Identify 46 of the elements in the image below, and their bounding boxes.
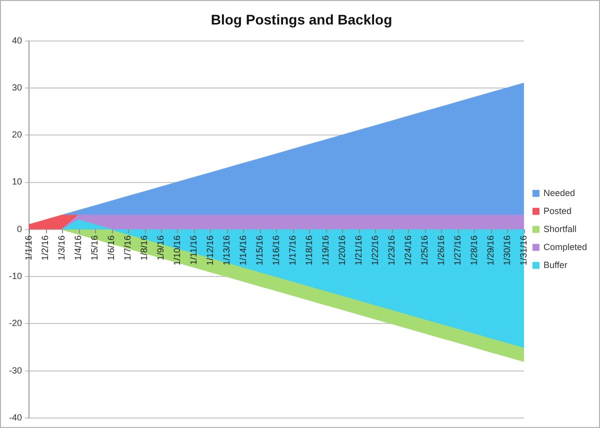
x-tick-label: 1/3/16	[56, 235, 66, 260]
y-tick-label: -30	[8, 365, 22, 376]
legend-label: Completed	[543, 242, 588, 252]
x-tick-label: 1/22/16	[370, 235, 380, 266]
x-tick-label: 1/19/16	[320, 235, 330, 266]
x-tick-label: 1/31/16	[518, 235, 528, 266]
x-tick-label: 1/11/16	[188, 235, 198, 265]
x-tick-label: 1/25/16	[419, 235, 430, 266]
x-tick-label: 1/8/16	[138, 235, 149, 260]
x-tick-label: 1/21/16	[353, 235, 364, 266]
x-tick-label: 1/9/16	[155, 235, 166, 260]
legend-label: Shortfall	[543, 224, 577, 234]
x-tick-label: 1/14/16	[238, 235, 248, 266]
y-tick-label: 0	[16, 224, 22, 234]
x-tick-label: 1/2/16	[40, 235, 50, 260]
x-tick-label: 1/24/16	[402, 235, 413, 266]
legend-label: Posted	[543, 206, 572, 216]
x-tick-label: 1/17/16	[287, 235, 298, 266]
y-tick-label: 40	[12, 35, 22, 46]
x-tick-label: 1/4/16	[72, 235, 83, 260]
x-tick-label: 1/28/16	[468, 235, 479, 266]
x-tick-label: 1/16/16	[270, 235, 281, 266]
y-tick-label: -40	[8, 412, 22, 422]
y-tick-label: 30	[12, 82, 22, 92]
x-tick-label: 1/15/16	[254, 235, 264, 266]
x-tick-label: 1/7/16	[122, 235, 132, 260]
x-tick-label: 1/13/16	[221, 235, 232, 266]
x-tick-label: 1/26/16	[436, 235, 446, 266]
x-tick-label: 1/27/16	[452, 235, 462, 266]
chart-title: Blog Postings and Backlog	[210, 11, 392, 28]
x-tick-label: 1/20/16	[336, 235, 347, 266]
x-tick-label: 1/6/16	[106, 235, 116, 260]
y-tick-label: -20	[8, 318, 22, 328]
x-tick-label: 1/12/16	[204, 235, 215, 266]
x-tick-label: 1/18/16	[304, 235, 314, 266]
x-tick-label: 1/1/16	[23, 235, 34, 260]
legend-label: Buffer	[543, 260, 568, 270]
y-tick-label: 20	[12, 130, 22, 140]
x-tick-label: 1/10/16	[172, 235, 182, 266]
y-tick-label: 10	[12, 176, 22, 187]
x-tick-label: 1/29/16	[485, 235, 496, 266]
y-tick-label: -10	[8, 271, 22, 282]
x-tick-label: 1/23/16	[386, 235, 396, 266]
legend-label: Needed	[543, 188, 576, 198]
x-tick-label: 1/5/16	[89, 235, 100, 260]
x-tick-label: 1/30/16	[502, 235, 512, 266]
